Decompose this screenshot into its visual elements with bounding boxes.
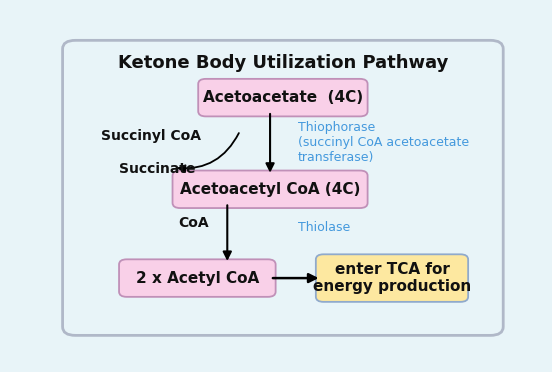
Text: Thiolase: Thiolase [298,221,350,234]
Text: Acetoacetyl CoA (4C): Acetoacetyl CoA (4C) [180,182,360,197]
FancyBboxPatch shape [62,40,503,336]
Text: 2 x Acetyl CoA: 2 x Acetyl CoA [136,270,259,286]
Text: Succinate: Succinate [119,162,196,176]
Text: CoA: CoA [178,216,209,230]
FancyBboxPatch shape [173,170,368,208]
Text: Succinyl CoA: Succinyl CoA [101,129,201,143]
Text: Thiophorase
(succinyl CoA acetoacetate
transferase): Thiophorase (succinyl CoA acetoacetate t… [298,121,469,164]
Text: Ketone Body Utilization Pathway: Ketone Body Utilization Pathway [118,54,448,72]
FancyBboxPatch shape [316,254,468,302]
FancyBboxPatch shape [198,79,368,116]
Text: Acetoacetate  (4C): Acetoacetate (4C) [203,90,363,105]
Text: enter TCA for
energy production: enter TCA for energy production [313,262,471,294]
FancyBboxPatch shape [119,259,275,297]
